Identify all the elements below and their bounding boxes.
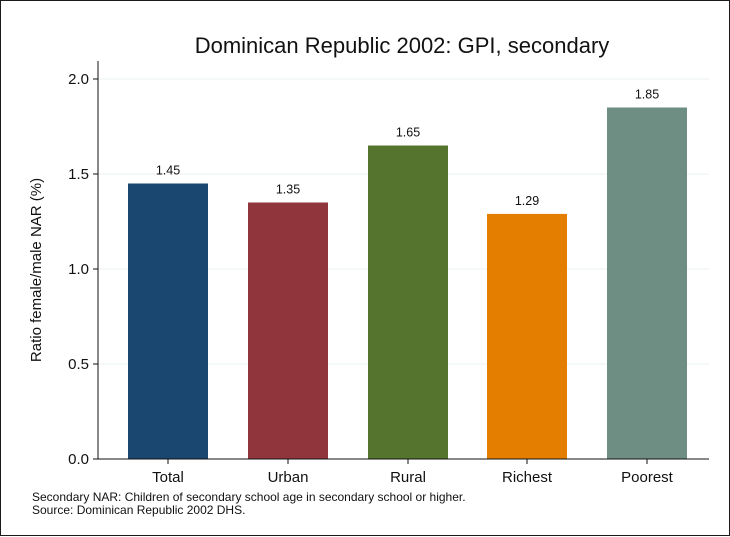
x-tick-label: Poorest [621, 469, 674, 486]
data-label: 1.85 [635, 88, 659, 102]
bar-rural [368, 145, 448, 459]
bars: 1.45 1.35 1.65 1.29 1.85 [128, 88, 687, 459]
x-tick-label: Rural [390, 469, 426, 486]
data-label: 1.65 [396, 126, 420, 140]
bar-poorest [607, 107, 687, 459]
bar-richest [487, 213, 567, 459]
y-axis-label: Ratio female/male NAR (%) [28, 178, 45, 362]
y-tick-label: 1.5 [68, 166, 89, 183]
x-tick-label: Urban [268, 469, 309, 486]
x-axis: Total Urban Rural Richest Poorest [98, 458, 709, 486]
data-label: 1.35 [276, 183, 300, 197]
chart-title: Dominican Republic 2002: GPI, secondary [195, 33, 610, 58]
y-tick-label: 2.0 [68, 71, 89, 88]
note-source: Source: Dominican Republic 2002 DHS. [32, 503, 245, 517]
y-tick-label: 0.5 [68, 356, 89, 373]
note-definition: Secondary NAR: Children of secondary sch… [32, 490, 466, 504]
bar-urban [248, 202, 328, 459]
data-label: 1.45 [156, 164, 180, 178]
x-tick-label: Total [152, 469, 184, 486]
data-label: 1.29 [515, 194, 539, 208]
y-tick-label: 1.0 [68, 261, 89, 278]
x-tick-label: Richest [502, 469, 553, 486]
bar-total [128, 183, 208, 459]
y-tick-label: 0.0 [68, 451, 89, 468]
y-axis: 0.0 0.5 1.0 1.5 2.0 [68, 61, 99, 468]
